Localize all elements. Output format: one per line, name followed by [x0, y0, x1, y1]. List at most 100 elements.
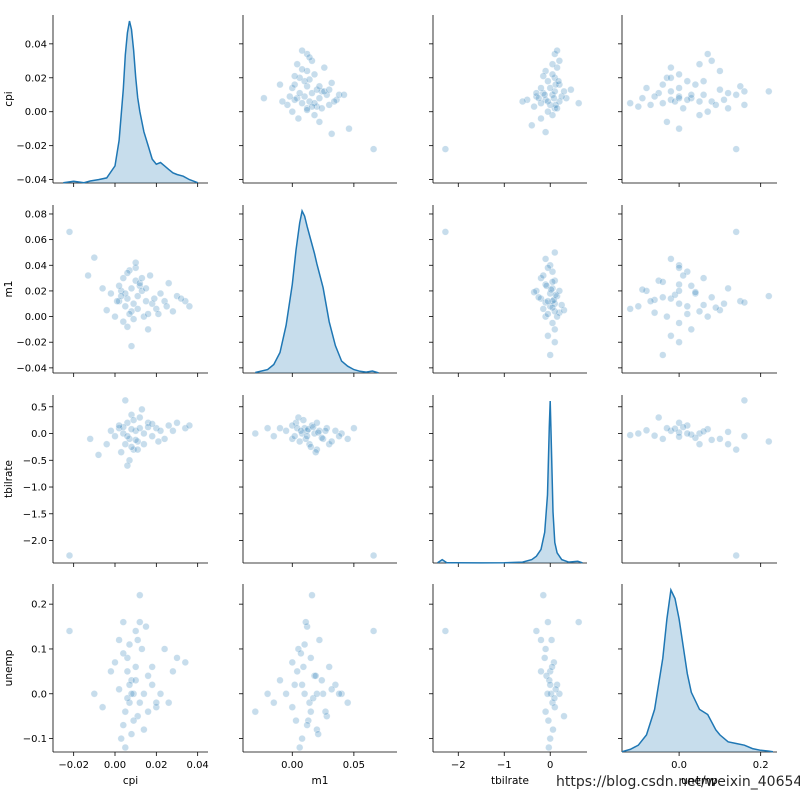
scatter-point — [185, 421, 193, 430]
y-tick-label: −1.5 — [23, 509, 47, 520]
scatter-point — [724, 428, 732, 436]
scatter-point — [181, 424, 189, 432]
axis-labels-layer: cpi m1 tbilrate unemp cpi m1 tbilrate unemp — [3, 91, 718, 787]
scatter-point — [736, 82, 744, 90]
scatter-point — [683, 429, 691, 438]
scatter-point — [156, 427, 165, 435]
scatter-point — [288, 435, 296, 443]
scatter-point — [325, 440, 333, 448]
scatter-point — [107, 427, 115, 435]
y-tick-label: 0.08 — [25, 209, 47, 220]
scatter-point — [132, 427, 140, 435]
scatter-point — [704, 108, 712, 116]
scatter-point — [708, 57, 716, 65]
scatter-point — [312, 672, 320, 680]
scatter-point — [651, 432, 659, 440]
scatter-point — [134, 305, 142, 313]
scatter-point — [320, 87, 328, 95]
scatter-point — [345, 125, 353, 133]
scatter-point — [121, 396, 129, 404]
scatter-point — [291, 81, 299, 89]
scatter-point — [558, 301, 566, 309]
scatter-point — [119, 721, 127, 729]
scatter-point — [169, 307, 177, 315]
scatter-point — [537, 114, 545, 123]
scatter-point — [671, 291, 679, 299]
panel-tbilrate-vs-tbilrate — [429, 395, 587, 567]
y-tick-label: 0.02 — [25, 286, 47, 297]
scatter-point — [291, 96, 299, 104]
scatter-point — [142, 284, 150, 292]
scatter-point — [282, 690, 290, 698]
y-tick-label: −0.1 — [23, 734, 47, 745]
scatter-point — [544, 332, 552, 340]
scatter-point — [291, 72, 299, 80]
y-tick-label: −0.04 — [16, 363, 47, 374]
scatter-point — [667, 87, 675, 95]
scatter-point — [675, 428, 683, 437]
scatter-point — [264, 690, 272, 698]
scatter-point — [687, 282, 695, 290]
scatter-point — [330, 97, 338, 106]
scatter-point — [99, 703, 107, 711]
scatter-point — [663, 424, 671, 432]
scatter-point — [142, 297, 150, 305]
scatter-point — [651, 296, 659, 304]
scatter-point — [546, 735, 554, 743]
scatter-point — [651, 92, 659, 101]
scatter-point — [548, 636, 556, 644]
scatter-point — [291, 432, 299, 440]
scatter-point — [700, 77, 708, 85]
y-tick-label: −0.5 — [23, 456, 47, 467]
scatter-point — [659, 293, 667, 301]
scatter-point — [532, 287, 540, 295]
scatter-point — [303, 623, 311, 631]
scatter-point — [293, 60, 301, 68]
scatter-point — [626, 305, 634, 313]
scatter-point — [675, 319, 683, 327]
scatter-point — [303, 432, 311, 440]
scatter-point — [553, 47, 561, 55]
scatter-point — [305, 440, 314, 448]
scatter-point — [548, 268, 557, 276]
scatter-point — [136, 413, 144, 422]
scatter-point — [130, 315, 138, 323]
scatter-point — [123, 462, 131, 470]
scatter-point — [276, 81, 284, 89]
scatter-point — [340, 91, 348, 99]
scatter-point — [535, 94, 543, 102]
scatter-point — [125, 640, 134, 649]
scatter-point — [127, 425, 136, 433]
scatter-point — [545, 676, 553, 684]
scatter-point — [675, 433, 683, 441]
scatter-point — [546, 667, 554, 675]
scatter-point — [125, 456, 134, 464]
scatter-point — [115, 424, 123, 432]
scatter-point — [142, 623, 150, 631]
scatter-point — [547, 286, 555, 294]
scatter-point — [313, 419, 321, 427]
scatter-point — [695, 97, 704, 106]
scatter-point — [679, 423, 687, 431]
scatter-point — [546, 84, 554, 92]
scatter-point — [626, 431, 634, 439]
scatter-point — [542, 645, 550, 653]
scatter-point — [642, 287, 651, 295]
scatter-point — [140, 313, 148, 321]
scatter-point — [542, 282, 551, 290]
scatter-point — [165, 279, 173, 287]
scatter-point — [551, 703, 559, 711]
y-tick-label: −0.02 — [16, 141, 47, 152]
scatter-point — [288, 658, 296, 666]
scatter-point — [296, 743, 304, 752]
scatter-point — [667, 427, 675, 435]
scatter-point — [305, 53, 314, 61]
scatter-point — [695, 60, 704, 68]
scatter-point — [90, 690, 98, 698]
panel-cpi-vs-m1 — [239, 15, 397, 187]
scatter-point — [119, 274, 127, 282]
scatter-point — [344, 435, 352, 443]
scatter-point — [535, 293, 543, 301]
scatter-point — [282, 427, 290, 435]
scatter-point — [675, 84, 683, 92]
